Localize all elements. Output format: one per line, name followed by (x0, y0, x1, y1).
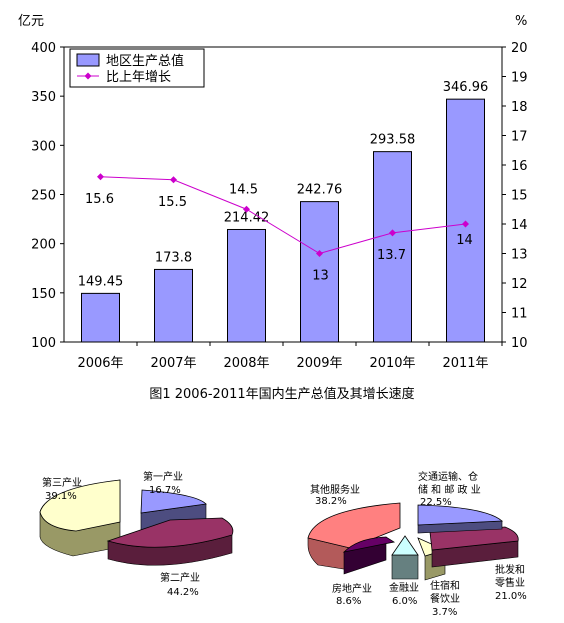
pie2-label-hospitality-line2: 餐饮业 (430, 592, 460, 605)
y2-tick-label-9: 19 (511, 71, 528, 86)
pie2-label-transport-line1: 交通运输、仓 (418, 470, 478, 483)
pie2-label-realestate-name: 房地产业 (332, 582, 372, 595)
bar-3 (300, 201, 339, 343)
bar-label-4: 293.58 (370, 133, 416, 148)
pie2-slice-realestate (342, 536, 396, 553)
y-tick-label-1: 150 (31, 287, 56, 302)
growth-label-0: 15.6 (85, 192, 114, 207)
legend: 地区生产总值 比上年增长 (69, 48, 205, 88)
line-value-labels: 15.6 15.5 14.5 13 13.7 14 (85, 182, 473, 283)
y2-tick-label-7: 17 (511, 130, 528, 145)
y2-axis-ticks: 10 11 12 13 14 15 16 17 18 19 20 (502, 41, 528, 351)
growth-point-0 (97, 173, 104, 181)
pie1-label-tertiary-value: 39.1% (45, 491, 77, 502)
y2-tick-label-10: 20 (511, 41, 528, 56)
x-axis-ticks: 2006年 2007年 2008年 2009年 2010年 2011年 (77, 342, 503, 371)
pie2-label-other-name: 其他服务业 (310, 483, 360, 496)
y2-tick-label-6: 16 (511, 159, 528, 174)
growth-point-4 (389, 229, 396, 237)
pie2-label-wholesale-value: 21.0% (495, 591, 527, 602)
pie2-slice-other (307, 502, 401, 549)
y-tick-label-2: 200 (31, 238, 56, 253)
pie2-label-wholesale-line1: 批发和 (495, 563, 525, 576)
pie2-label-other-value: 38.2% (315, 496, 347, 507)
bar-label-0: 149.45 (78, 274, 124, 289)
growth-point-5 (462, 220, 469, 228)
y-tick-label-4: 300 (31, 139, 56, 154)
y2-tick-label-2: 12 (511, 277, 528, 292)
bar-label-5: 346.96 (443, 80, 489, 95)
pie2-label-finance-value: 6.0% (392, 596, 417, 607)
bar-value-labels: 149.45 173.8 214.42 242.76 293.58 346.96 (78, 80, 489, 289)
y-axis-ticks: 100 150 200 250 300 350 400 (31, 41, 64, 351)
growth-label-5: 14 (456, 233, 473, 248)
line-series (97, 173, 469, 257)
x-tick-label-5: 2011年 (442, 356, 488, 371)
growth-label-3: 13 (312, 269, 329, 284)
pie1-slice-primary (140, 489, 207, 514)
pie2-slice-finance (391, 535, 419, 556)
growth-point-3 (316, 250, 323, 257)
pie-chart-services: 其他服务业 38.2% 交通运输、仓 储 和 邮 政 业 22.5% 批发和 零… (307, 470, 527, 618)
legend-swatch-marker (84, 72, 92, 80)
y-tick-label-3: 250 (31, 189, 56, 204)
chart-title: 图1 2006-2011年国内生产总值及其增长速度 (149, 386, 414, 402)
pie1-label-secondary-name: 第二产业 (160, 571, 200, 584)
pie2-slice-other-side (307, 537, 351, 571)
growth-label-2: 14.5 (229, 182, 258, 197)
bar-label-1: 173.8 (155, 250, 192, 265)
pie2-label-transport-value: 22.5% (420, 497, 452, 508)
y-axis-unit: 亿元 (18, 14, 44, 29)
pie2-label-wholesale-line2: 零售业 (495, 576, 525, 589)
x-tick-label-3: 2009年 (296, 356, 342, 371)
y2-axis-unit: % (515, 14, 527, 29)
pie2-slice-wholesale (429, 526, 519, 551)
bar-series (81, 98, 485, 343)
y2-tick-label-5: 15 (511, 189, 528, 204)
plot-area (63, 46, 503, 343)
bar-label-3: 242.76 (297, 183, 343, 198)
pie2-label-finance-name: 金融业 (389, 581, 419, 594)
pie1-label-primary-name: 第一产业 (143, 470, 183, 483)
legend-label-bar: 地区生产总值 (106, 53, 184, 69)
y-tick-label-6: 400 (31, 41, 56, 56)
x-tick-label-1: 2007年 (150, 356, 196, 371)
pie2-label-hospitality-line1: 住宿和 (430, 579, 460, 592)
growth-label-4: 13.7 (377, 248, 406, 263)
pie2-slice-transport (417, 504, 504, 526)
legend-label-line: 比上年增长 (106, 70, 171, 85)
pie2-label-transport-line2: 储 和 邮 政 业 (418, 483, 481, 496)
y2-tick-label-0: 10 (511, 336, 528, 351)
pie-chart-industries: 第三产业 39.1% 第一产业 16.7% 第二产业 44.2% (39, 470, 234, 598)
x-tick-label-4: 2010年 (369, 356, 415, 371)
x-tick-label-0: 2006年 (77, 356, 123, 371)
pie2-label-realestate-value: 8.6% (336, 596, 361, 607)
y2-tick-label-4: 14 (511, 218, 528, 233)
pie1-label-tertiary-name: 第三产业 (42, 476, 82, 489)
y-tick-label-5: 350 (31, 90, 56, 105)
bar-0 (81, 292, 120, 343)
bar-1 (154, 268, 193, 343)
legend-swatch-bar (76, 53, 100, 67)
pie2-label-hospitality-value: 3.7% (432, 607, 457, 618)
bar-2 (227, 228, 266, 343)
pie1-slice-secondary (106, 517, 234, 548)
y2-tick-label-3: 13 (511, 248, 528, 263)
y2-tick-label-1: 11 (511, 307, 528, 322)
growth-point-2 (243, 205, 250, 213)
pie1-label-secondary-value: 44.2% (167, 587, 199, 598)
pie1-label-primary-value: 16.7% (149, 485, 181, 496)
bar-4 (373, 151, 412, 343)
y2-tick-label-8: 18 (511, 100, 528, 115)
growth-point-1 (170, 176, 177, 184)
growth-line (100, 176, 466, 255)
x-tick-label-2: 2008年 (223, 356, 269, 371)
y-tick-label-0: 100 (31, 336, 56, 351)
growth-label-1: 15.5 (158, 195, 187, 210)
pie2-slice-finance-side (391, 554, 419, 580)
bar-label-2: 214.42 (224, 210, 270, 225)
pie1-slice-tertiary (39, 479, 121, 532)
